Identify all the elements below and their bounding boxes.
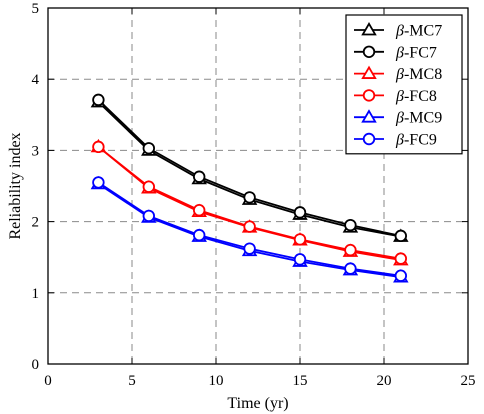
- x-tick-label: 15: [293, 373, 308, 389]
- axis-ticks: 0 5 10 15 20 25 0 1 2 3 4 5: [32, 1, 476, 389]
- data-point: [142, 142, 156, 155]
- y-tick-label: 0: [32, 357, 40, 373]
- legend-label: β-MC9: [395, 110, 442, 127]
- legend-item: β-MC8: [354, 65, 442, 83]
- y-tick-label: 3: [32, 143, 40, 159]
- y-tick-label: 2: [32, 215, 40, 231]
- legend-label: β-FC9: [395, 132, 437, 149]
- data-point: [344, 262, 357, 275]
- data-point: [192, 204, 206, 217]
- legend-item: β-FC8: [354, 88, 437, 105]
- data-point: [92, 176, 105, 189]
- data-point: [344, 243, 357, 257]
- data-point: [394, 229, 408, 243]
- data-point: [394, 269, 408, 282]
- data-point: [243, 242, 256, 255]
- series-layer: [90, 93, 409, 283]
- x-tick-label: 25: [461, 373, 476, 389]
- legend-marker: [361, 65, 377, 79]
- legend-item: β-FC9: [354, 132, 437, 149]
- y-tick-label: 5: [32, 1, 40, 17]
- x-tick-label: 10: [209, 373, 224, 389]
- legend-item: β-MC9: [354, 109, 442, 127]
- data-point: [243, 191, 256, 204]
- legend-marker: [362, 89, 376, 102]
- data-point: [142, 180, 156, 193]
- legend-item: β-FC7: [354, 44, 437, 61]
- legend-label: β-FC7: [395, 44, 437, 61]
- y-axis-label: Reliability index: [7, 132, 24, 239]
- data-point: [344, 218, 357, 232]
- data-point: [92, 140, 105, 154]
- data-point: [192, 228, 206, 242]
- data-point: [293, 206, 307, 219]
- data-point: [92, 93, 105, 107]
- legend-label: β-FC8: [395, 88, 437, 105]
- series-2: [92, 93, 408, 243]
- legend-marker: [361, 22, 377, 36]
- data-point: [243, 220, 256, 233]
- legend-label: β-MC7: [395, 23, 442, 40]
- legend-marker: [361, 109, 377, 123]
- series-4: [92, 140, 408, 265]
- data-point: [394, 252, 408, 265]
- legend-label: β-MC8: [395, 66, 442, 83]
- x-tick-label: 0: [44, 373, 52, 389]
- y-tick-label: 1: [32, 286, 40, 302]
- legend: β-MC7 β-FC7 β-MC8 β-FC8 β-MC9 β-FC9: [345, 14, 463, 155]
- data-point: [192, 170, 206, 183]
- data-point: [293, 233, 307, 246]
- series-6: [92, 176, 408, 282]
- data-point: [293, 253, 307, 266]
- legend-item: β-MC7: [354, 22, 442, 40]
- x-axis-label: Time (yr): [227, 395, 288, 412]
- legend-marker: [362, 45, 376, 59]
- legend-marker: [362, 132, 376, 146]
- x-tick-label: 20: [377, 373, 392, 389]
- x-tick-label: 5: [128, 373, 136, 389]
- plot-frame: [47, 7, 469, 365]
- data-point: [142, 209, 156, 223]
- y-tick-label: 4: [32, 72, 40, 88]
- legend-box: [345, 14, 463, 155]
